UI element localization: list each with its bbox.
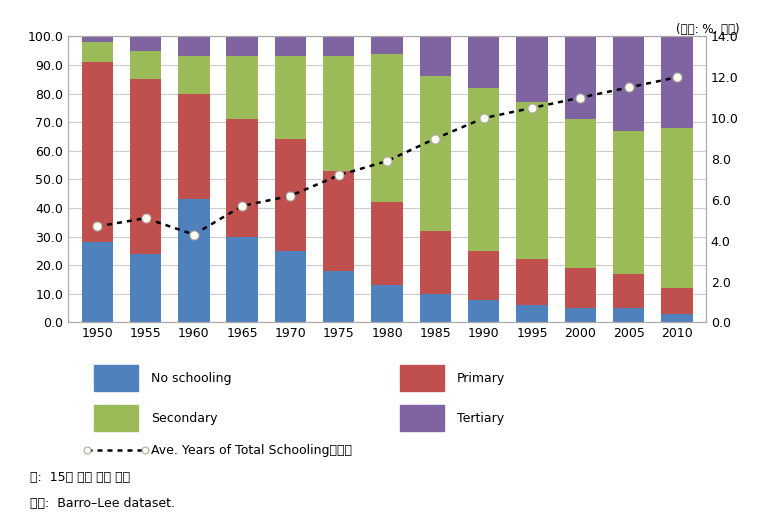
Bar — [613, 274, 644, 308]
Bar — [400, 406, 445, 431]
Bar — [275, 36, 306, 57]
Bar — [516, 259, 548, 305]
Text: Tertiary: Tertiary — [457, 412, 504, 424]
Bar — [226, 56, 258, 120]
Bar — [130, 36, 161, 51]
Bar — [420, 36, 451, 76]
Bar — [371, 202, 403, 285]
Bar — [94, 366, 138, 391]
Bar — [323, 171, 354, 271]
Bar — [468, 88, 499, 251]
Bar — [468, 300, 499, 322]
Bar — [400, 366, 445, 391]
Bar — [516, 36, 548, 102]
Bar — [226, 237, 258, 322]
Text: Secondary: Secondary — [151, 412, 218, 424]
Bar — [565, 120, 596, 268]
Bar — [178, 36, 209, 57]
Text: Primary: Primary — [457, 371, 505, 385]
Bar — [661, 36, 692, 128]
Bar — [565, 268, 596, 308]
Text: No schooling: No schooling — [151, 371, 231, 385]
Bar — [516, 102, 548, 259]
Bar — [81, 42, 113, 62]
Bar — [468, 36, 499, 88]
Bar — [661, 288, 692, 314]
Bar — [178, 56, 209, 94]
Bar — [661, 314, 692, 322]
Bar — [323, 36, 354, 57]
Bar — [613, 131, 644, 274]
Text: 주:  15세 이상 개인 대상: 주: 15세 이상 개인 대상 — [30, 471, 131, 484]
Bar — [516, 305, 548, 322]
Bar — [613, 36, 644, 131]
Bar — [371, 285, 403, 322]
Bar — [565, 308, 596, 322]
Bar — [565, 36, 596, 120]
Bar — [420, 231, 451, 294]
Text: 자료:  Barro–Lee dataset.: 자료: Barro–Lee dataset. — [30, 497, 175, 510]
Bar — [226, 120, 258, 237]
Bar — [178, 94, 209, 199]
Bar — [81, 36, 113, 42]
Bar — [130, 254, 161, 322]
Text: Ave. Years of Total Schooling（년）: Ave. Years of Total Schooling（년） — [151, 444, 352, 457]
Bar — [275, 251, 306, 322]
Bar — [226, 36, 258, 57]
Bar — [371, 54, 403, 202]
Bar — [130, 79, 161, 254]
Bar — [661, 128, 692, 288]
Bar — [275, 56, 306, 139]
Bar — [468, 251, 499, 300]
Bar — [178, 199, 209, 322]
Bar — [275, 139, 306, 251]
Text: (단위: %, 연도): (단위: %, 연도) — [676, 23, 740, 36]
Bar — [130, 50, 161, 79]
Bar — [81, 242, 113, 322]
Bar — [420, 294, 451, 322]
Bar — [94, 406, 138, 431]
Bar — [420, 76, 451, 231]
Bar — [323, 57, 354, 171]
Bar — [371, 36, 403, 54]
Bar — [81, 62, 113, 242]
Bar — [613, 308, 644, 322]
Bar — [323, 271, 354, 322]
